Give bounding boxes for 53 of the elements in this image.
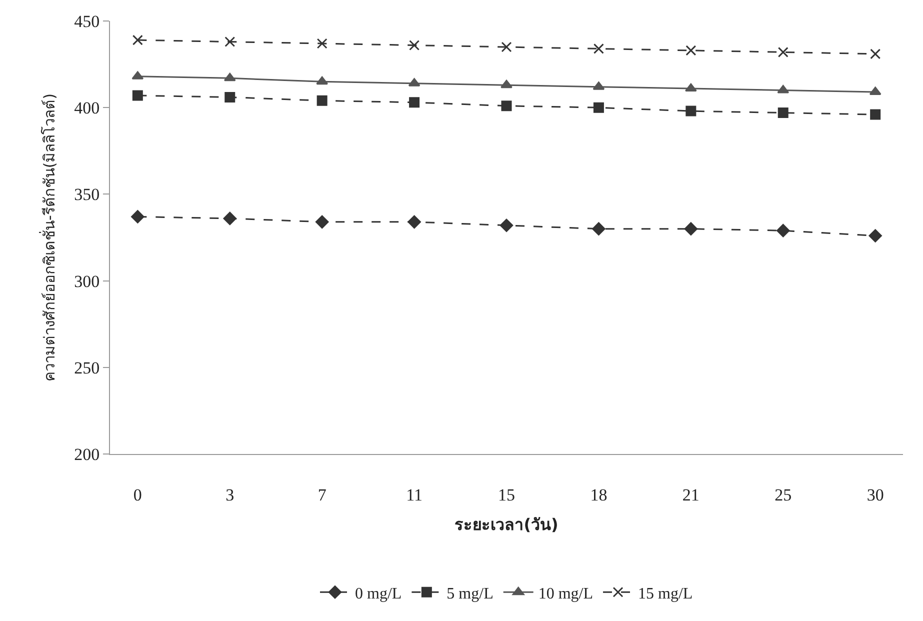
point [501,42,512,52]
point [684,83,697,92]
point [593,102,604,113]
x-tick-label: 11 [406,485,422,504]
point [592,222,606,236]
y-tick-label: 250 [74,358,100,378]
point [593,43,604,54]
point [316,95,328,106]
point [224,72,236,82]
y-tick-label: 200 [74,444,100,464]
point [409,97,420,108]
x-tick-label: 7 [318,485,327,504]
point [224,36,236,48]
point [686,106,696,116]
point [870,48,881,60]
point [132,90,143,101]
point [132,34,143,46]
legend-label: 0 mg/L [355,585,402,602]
x-tick-label: 3 [226,485,234,504]
x-tick-label: 21 [682,485,700,504]
legend-label: 15 mg/L [638,585,693,602]
y-tick-label: 300 [74,272,100,291]
legend-label: 10 mg/L [538,585,594,602]
point [316,38,328,49]
point [408,215,421,229]
y-tick-label: 350 [74,185,100,204]
point [223,212,236,226]
y-axis-title: ความต่างศักย์ออกซิเดชั่น-รีดักชัน(มิลลิโวลต์) [38,93,58,382]
point [409,40,420,50]
x-tick-label: 25 [774,485,792,504]
x-tick-label: 18 [590,485,608,504]
y-tick-label: 400 [74,98,100,118]
point [869,86,882,96]
x-tick-label: 15 [498,485,515,504]
x-axis-title: ระยะเวลา(วัน) [454,515,558,534]
point [131,210,144,224]
x-tick-label: 0 [133,485,142,504]
point [868,229,882,242]
point [778,46,788,58]
point [686,45,696,56]
point [501,100,512,112]
x-tick-label: 30 [866,485,884,504]
point [500,80,512,88]
point [500,218,514,232]
legend-label: 5 mg/L [446,585,494,602]
point [776,224,790,238]
point [778,108,788,118]
point [315,215,329,229]
point [316,76,328,85]
point [224,92,236,102]
y-tick-label: 450 [74,12,100,31]
point [870,109,881,120]
point [684,222,698,236]
